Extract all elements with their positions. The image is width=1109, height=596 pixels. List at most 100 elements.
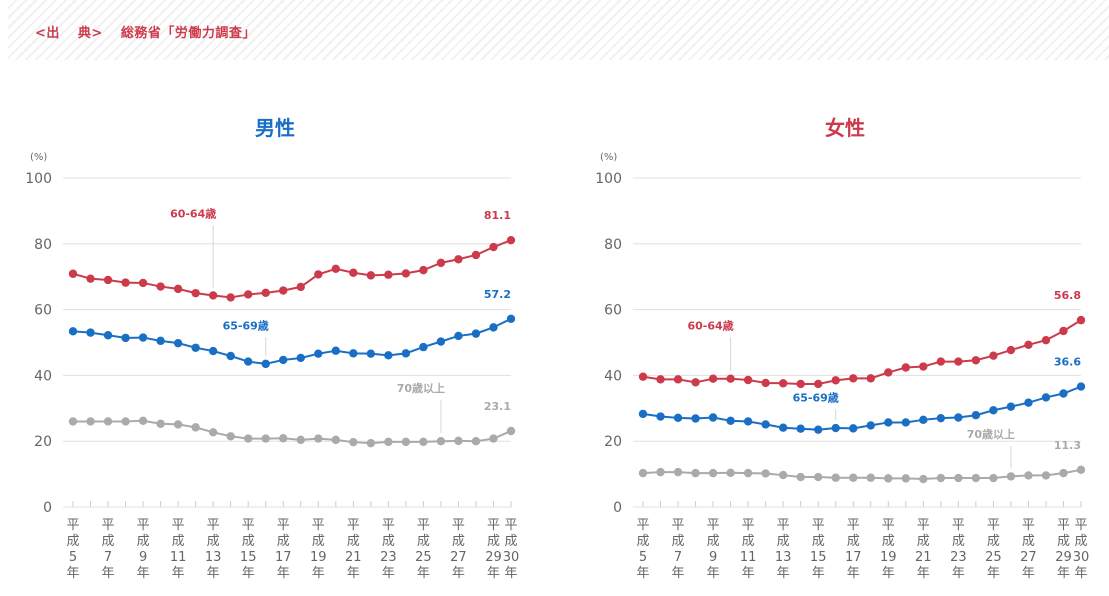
- x-tick-label: 平成 23 年: [380, 518, 397, 581]
- data-point: [156, 336, 165, 346]
- x-tick-label: 平成 9 年: [707, 518, 720, 581]
- series-line: [642, 468, 1082, 481]
- data-point: [971, 473, 981, 483]
- data-point: [708, 374, 718, 383]
- end-value-label: 57.2: [484, 288, 511, 301]
- x-tick-label-line: 成: [242, 534, 255, 549]
- x-tick-label-line: 5: [69, 550, 77, 565]
- x-tick-label-line: 年: [1074, 566, 1087, 581]
- data-point: [1076, 315, 1086, 325]
- y-tick-label: 100: [595, 171, 622, 187]
- x-tick-label: 平成 5 年: [636, 518, 649, 581]
- data-point: [419, 265, 428, 275]
- x-tick-label-line: 成: [452, 534, 465, 549]
- x-tick-label-line: 成: [1022, 534, 1035, 549]
- x-tick-label: 平成 5 年: [66, 518, 79, 581]
- data-point: [121, 417, 130, 426]
- y-tick-label: 100: [25, 171, 52, 187]
- x-tick-label-line: 年: [777, 566, 790, 581]
- data-point: [244, 434, 253, 443]
- x-tick-label-line: 年: [882, 566, 895, 581]
- data-point: [314, 270, 323, 279]
- data-point: [279, 286, 288, 295]
- x-tick-label-line: 年: [742, 566, 755, 581]
- data-point: [191, 343, 200, 352]
- x-tick-label-line: 平: [417, 518, 430, 533]
- x-tick-label: 平成 7 年: [102, 518, 115, 581]
- data-point: [726, 416, 735, 426]
- x-tick-label-line: 成: [742, 534, 755, 549]
- x-tick-label-line: 成: [636, 534, 649, 549]
- x-tick-label-line: 年: [207, 566, 220, 581]
- x-tick-label: 平成 30 年: [1073, 518, 1090, 581]
- data-point: [454, 331, 463, 341]
- data-point: [726, 374, 735, 383]
- x-tick-label-line: 23: [380, 550, 397, 565]
- end-value-label: 81.1: [484, 209, 511, 222]
- y-tick-label: 80: [604, 237, 622, 253]
- data-point: [279, 434, 288, 443]
- data-point: [1041, 335, 1051, 345]
- x-tick-label: 平成 15 年: [810, 518, 827, 581]
- x-tick-label-line: 年: [277, 566, 290, 581]
- x-tick-label: 平成 25 年: [415, 518, 432, 581]
- x-tick-label-line: 平: [487, 518, 500, 533]
- data-point: [208, 291, 218, 300]
- data-point: [708, 468, 718, 478]
- x-tick-label-line: 年: [347, 566, 360, 581]
- data-point: [1006, 345, 1016, 355]
- y-unit-label: (%): [30, 152, 47, 163]
- data-point: [173, 420, 183, 429]
- data-point: [208, 428, 218, 437]
- x-tick-label-line: 平: [882, 518, 895, 533]
- x-tick-label-line: 平: [277, 518, 290, 533]
- data-point: [1041, 393, 1051, 402]
- data-point: [989, 406, 998, 415]
- data-point: [471, 329, 481, 338]
- data-point: [796, 424, 805, 433]
- data-point: [226, 432, 235, 441]
- data-point: [796, 379, 805, 389]
- data-point: [1024, 398, 1033, 407]
- y-tick-label: 0: [613, 500, 622, 516]
- data-point: [436, 258, 446, 268]
- x-tick-label-line: 平: [242, 518, 255, 533]
- data-point: [673, 467, 683, 477]
- x-tick-label-line: 成: [917, 534, 930, 549]
- data-point: [506, 235, 516, 245]
- series-label: 70歳以上: [397, 381, 445, 395]
- data-point: [814, 379, 823, 389]
- y-tick-label: 40: [34, 368, 52, 384]
- data-point: [454, 436, 463, 446]
- x-tick-label-line: 平: [382, 518, 395, 533]
- data-point: [866, 374, 875, 383]
- x-tick-label-line: 年: [672, 566, 685, 581]
- data-point: [261, 359, 270, 369]
- data-point: [971, 411, 981, 420]
- data-point: [331, 435, 340, 445]
- data-point: [138, 416, 148, 426]
- x-tick-label-line: 平: [347, 518, 360, 533]
- data-point: [743, 468, 753, 478]
- data-point: [68, 269, 78, 278]
- x-tick-label-line: 5: [639, 550, 647, 565]
- x-tick-label-line: 平: [987, 518, 1000, 533]
- x-tick-label-line: 成: [1057, 534, 1070, 549]
- x-tick-label-line: 25: [985, 550, 1002, 565]
- x-tick-label: 平成 19 年: [880, 518, 897, 581]
- x-tick-label-line: 平: [137, 518, 150, 533]
- x-tick-label-line: 平: [312, 518, 325, 533]
- x-tick-label-line: 25: [415, 550, 432, 565]
- data-point: [866, 473, 875, 482]
- x-tick-label-line: 17: [275, 550, 292, 565]
- data-point: [86, 417, 95, 426]
- data-point: [691, 414, 700, 423]
- y-tick-label: 20: [604, 434, 622, 450]
- data-point: [971, 356, 981, 365]
- data-point: [673, 375, 683, 384]
- source-box: <出 典> 総務省「労働力調査」: [8, 0, 1109, 60]
- x-tick-label-line: 年: [707, 566, 720, 581]
- x-tick-label: 平成 9 年: [137, 518, 150, 581]
- data-point: [1041, 471, 1051, 480]
- data-point: [156, 282, 165, 291]
